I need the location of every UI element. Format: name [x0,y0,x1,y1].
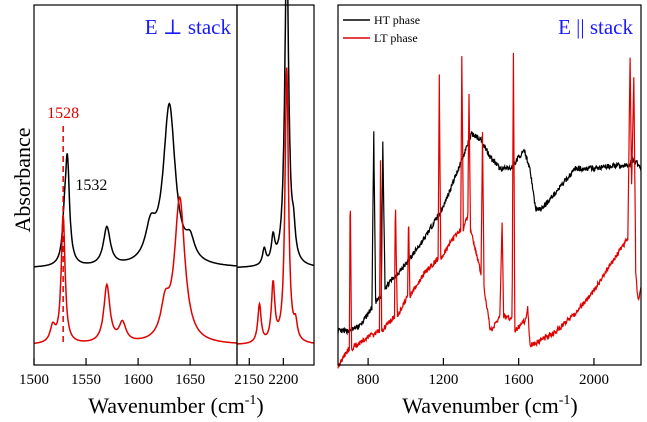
left-series-group [33,0,315,345]
left-tick-label-2150: 2150 [234,372,264,388]
left-series-1-segment-0 [33,195,237,345]
legend-label-ht: HT phase [374,13,420,27]
left-series-0-segment-0 [34,102,238,268]
left-tick-label-1650: 1650 [175,372,205,388]
left-panel: 1528 1532 E ⊥ stack 1500 1550 1600 1650 2150… [19,0,315,418]
left-tick-label-1550: 1550 [71,372,101,388]
left-x-ticks: 1500 1550 1600 1650 2150 2200 [19,358,298,388]
right-series-HT phase [337,131,642,336]
annotation-1532-label: 1532 [75,177,107,194]
right-tick-label-800: 800 [357,372,380,388]
left-series-0-segment-1 [237,0,315,268]
left-x-axis-label: Wavenumber (cm-1) [88,393,263,418]
right-series-group [337,52,642,369]
y-axis-label: Absorbance [10,127,35,232]
right-tick-label-2000: 2000 [579,372,609,388]
right-panel-title: E || stack [558,15,633,39]
right-tick-label-1600: 1600 [504,372,534,388]
right-panel: E || stack HT phase LT phase 800 1200 1600… [337,4,642,418]
left-panel-title: E ⊥ stack [145,15,232,39]
left-tick-label-1600: 1600 [123,372,153,388]
legend: HT phase LT phase [343,13,420,45]
right-x-axis-label: Wavenumber (cm-1) [402,393,577,418]
left-tick-label-1500: 1500 [19,372,49,388]
annotation-1528-label: 1528 [47,105,79,122]
left-plot-frame-b [236,4,315,366]
right-series-LT phase [337,52,642,369]
right-x-ticks: 800 1200 1600 2000 [357,358,609,388]
right-plot-frame [337,4,642,366]
legend-label-lt: LT phase [374,31,418,45]
left-tick-label-2200: 2200 [268,372,298,388]
left-series-1-segment-1 [237,67,314,345]
right-tick-label-1200: 1200 [428,372,458,388]
